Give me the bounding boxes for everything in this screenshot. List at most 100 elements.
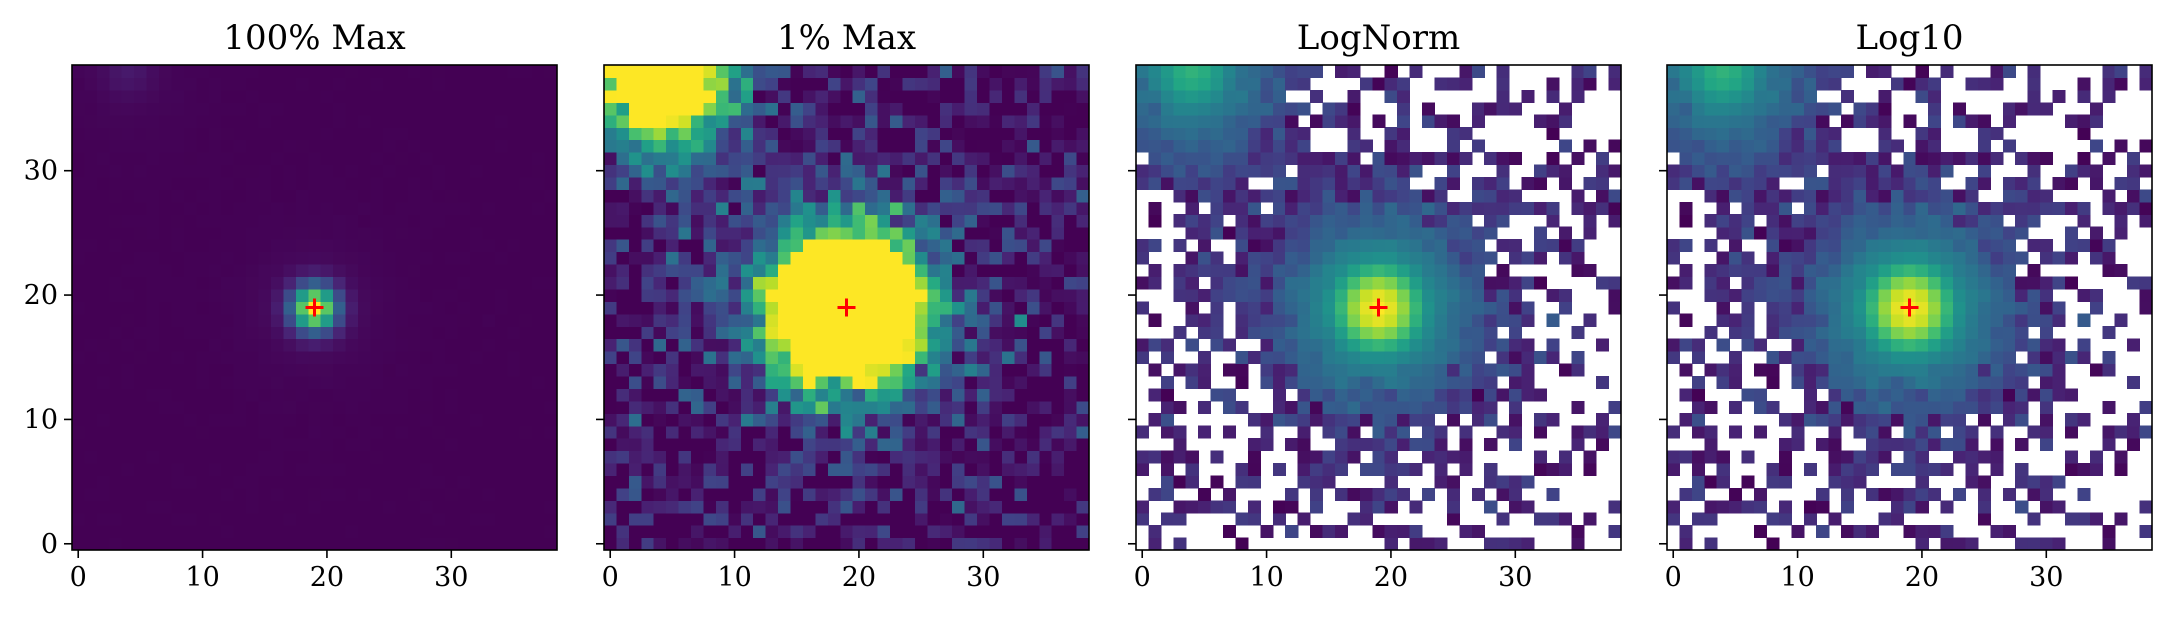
heatmap-cell (865, 425, 879, 439)
heatmap-cell (691, 77, 705, 91)
heatmap-cell (678, 512, 692, 526)
heatmap-cell (320, 450, 334, 464)
heatmap-cell (964, 263, 978, 278)
heatmap-cell (320, 500, 334, 514)
heatmap-cell (1310, 239, 1324, 253)
heatmap-cell (1051, 164, 1065, 178)
heatmap-cell (1014, 425, 1028, 439)
heatmap-cell (840, 288, 854, 302)
heatmap-cell (246, 525, 260, 539)
heatmap-cell (865, 201, 879, 215)
heatmap-cell (171, 425, 185, 439)
heatmap-cell (1160, 388, 1174, 402)
heatmap-cell (457, 512, 471, 526)
heatmap-cell (964, 438, 978, 452)
heatmap-cell (964, 114, 978, 128)
heatmap-cell (1828, 450, 1842, 464)
heatmap-cell (196, 77, 210, 91)
heatmap-cell (246, 500, 260, 514)
heatmap-cell (320, 263, 334, 278)
heatmap-cell (457, 351, 471, 365)
heatmap-cell (1384, 375, 1398, 389)
heatmap-cell (2139, 164, 2153, 178)
heatmap-cell (295, 263, 309, 278)
heatmap-cell (196, 89, 210, 103)
heatmap-cell (1729, 114, 1743, 128)
heatmap-cell (2015, 102, 2029, 116)
heatmap-cell (1247, 226, 1261, 240)
heatmap-cell (1384, 313, 1398, 327)
heatmap-cell (1828, 462, 1842, 476)
heatmap-cell (2002, 338, 2016, 352)
heatmap-cell (469, 413, 483, 427)
heatmap-cell (1001, 201, 1015, 215)
heatmap-cell (1766, 164, 1780, 178)
heatmap-cell (964, 363, 978, 377)
heatmap-cell (2139, 214, 2153, 228)
heatmap-cell (890, 326, 904, 340)
heatmap-cell (778, 487, 792, 501)
heatmap-cell (1928, 413, 1942, 427)
heatmap-cell (283, 201, 297, 215)
heatmap-cell (1890, 413, 1904, 427)
heatmap-cell (852, 288, 866, 302)
heatmap-cell (2077, 201, 2091, 215)
heatmap-cell (914, 525, 928, 539)
heatmap-cell (1310, 263, 1324, 278)
heatmap-cell (2027, 487, 2041, 501)
heatmap-cell (1766, 351, 1780, 365)
heatmap-cell (790, 313, 804, 327)
heatmap-cell (395, 152, 409, 166)
heatmap-cell (827, 226, 841, 240)
heatmap-cell (283, 89, 297, 103)
heatmap-cell (183, 425, 197, 439)
heatmap-cell (939, 537, 953, 551)
heatmap-cell (628, 251, 642, 265)
heatmap-cell (96, 276, 110, 290)
heatmap-cell (1001, 301, 1015, 315)
heatmap-cell (1691, 351, 1705, 365)
heatmap-cell (790, 214, 804, 228)
heatmap-cell (320, 226, 334, 240)
heatmap-cell (1741, 114, 1755, 128)
heatmap-cell (457, 313, 471, 327)
heatmap-cell (1691, 127, 1705, 141)
heatmap-cell (1285, 363, 1299, 377)
heatmap-cell (877, 413, 891, 427)
heatmap-cell (877, 139, 891, 153)
heatmap-cell (208, 152, 222, 166)
heatmap-cell (802, 438, 817, 452)
heatmap-cell (445, 189, 459, 203)
heatmap-cell (715, 152, 729, 166)
heatmap-cell (790, 512, 804, 526)
heatmap-cell (1533, 512, 1547, 526)
heatmap-cell (507, 114, 521, 128)
heatmap-cell (641, 102, 655, 116)
heatmap-cell (1865, 388, 1880, 402)
heatmap-cell (2064, 164, 2078, 178)
heatmap-cell (1596, 164, 1610, 178)
heatmap-cell (1704, 114, 1718, 128)
heatmap-cell (171, 263, 185, 278)
heatmap-cell (989, 102, 1003, 116)
heatmap-cell (852, 475, 866, 489)
heatmap-cell (1310, 326, 1324, 340)
heatmap-cell (109, 89, 123, 103)
heatmap-cell (519, 276, 533, 290)
heatmap-cell (2015, 375, 2029, 389)
heatmap-cell (1990, 438, 2004, 452)
heatmap-cell (902, 89, 916, 103)
heatmap-cell (246, 263, 260, 278)
heatmap-cell (159, 89, 173, 103)
heatmap-cell (420, 462, 434, 476)
heatmap-cell (1434, 77, 1448, 91)
heatmap-cell (1409, 326, 1423, 340)
heatmap-cell (715, 114, 729, 128)
heatmap-cell (1384, 189, 1398, 203)
heatmap-cell (171, 276, 185, 290)
heatmap-cell (72, 251, 86, 265)
heatmap-cell (852, 313, 866, 327)
heatmap-cell (72, 363, 86, 377)
heatmap-cell (333, 114, 347, 128)
heatmap-cell (877, 512, 891, 526)
